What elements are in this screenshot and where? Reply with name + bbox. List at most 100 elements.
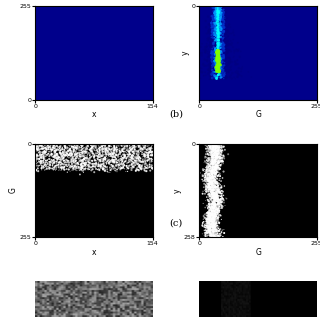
Point [96, 157, 101, 162]
Point [210, 190, 215, 195]
Point [214, 164, 219, 169]
Point [71, 145, 76, 150]
Point [208, 143, 213, 148]
Point [209, 222, 214, 227]
Point [207, 160, 212, 165]
Point [75, 141, 80, 147]
Point [210, 173, 215, 178]
Point [41, 144, 46, 149]
Point [220, 157, 225, 163]
Point [208, 187, 213, 192]
Point [206, 224, 211, 229]
Point [213, 164, 218, 170]
Point [59, 156, 64, 161]
Point [204, 230, 210, 236]
Point [215, 215, 220, 220]
Point [212, 234, 217, 239]
Point [73, 146, 78, 151]
Point [52, 160, 57, 165]
Point [212, 9, 217, 14]
Point [42, 149, 47, 154]
Point [111, 149, 116, 155]
Point [56, 162, 61, 167]
Point [212, 182, 217, 187]
Point [216, 66, 221, 71]
Point [214, 205, 219, 211]
Point [219, 44, 224, 50]
Point [72, 153, 77, 158]
Point [207, 146, 212, 151]
Point [77, 167, 83, 172]
Point [104, 150, 109, 155]
Point [203, 230, 208, 235]
Point [202, 167, 207, 172]
Point [218, 8, 223, 13]
Point [205, 210, 210, 215]
Point [212, 188, 218, 193]
Point [211, 49, 216, 54]
Point [213, 186, 218, 191]
Point [215, 58, 220, 63]
Point [122, 145, 127, 150]
Point [112, 160, 117, 165]
Point [205, 185, 210, 190]
Point [109, 166, 114, 171]
Point [214, 54, 220, 59]
Point [207, 184, 212, 189]
Point [212, 167, 218, 172]
Point [217, 190, 222, 195]
Point [103, 146, 108, 151]
Point [211, 187, 216, 192]
Point [211, 233, 216, 238]
Point [75, 151, 80, 156]
Point [80, 163, 85, 168]
Point [204, 152, 209, 157]
Point [211, 153, 216, 158]
Point [218, 205, 223, 211]
Point [120, 153, 125, 158]
Point [76, 144, 82, 149]
Point [214, 154, 219, 159]
Point [119, 141, 124, 147]
Point [220, 12, 226, 18]
Point [82, 157, 87, 162]
Point [211, 203, 216, 208]
Point [40, 150, 45, 155]
Point [140, 160, 146, 165]
Point [204, 48, 209, 53]
Point [107, 152, 112, 157]
Point [216, 150, 221, 155]
Point [210, 28, 215, 33]
Point [211, 171, 216, 176]
Point [210, 224, 215, 229]
Point [212, 5, 217, 10]
Point [137, 164, 142, 170]
Point [211, 170, 216, 175]
Point [212, 58, 217, 63]
Point [215, 189, 220, 194]
Point [212, 197, 217, 202]
Point [73, 158, 78, 163]
Point [216, 165, 221, 170]
Point [47, 160, 52, 165]
Point [215, 147, 220, 152]
Point [213, 197, 219, 202]
Point [43, 141, 48, 147]
Point [215, 155, 220, 160]
Point [39, 152, 44, 157]
Point [54, 151, 59, 156]
Point [141, 147, 146, 152]
Point [217, 35, 222, 40]
Point [206, 216, 212, 221]
Point [124, 164, 129, 169]
Point [216, 66, 221, 71]
Point [207, 198, 212, 204]
Point [129, 156, 134, 161]
Point [212, 190, 217, 195]
Point [111, 157, 116, 163]
Point [217, 56, 222, 61]
Point [39, 158, 44, 163]
Point [206, 174, 211, 179]
Point [213, 204, 218, 210]
Point [102, 151, 108, 156]
